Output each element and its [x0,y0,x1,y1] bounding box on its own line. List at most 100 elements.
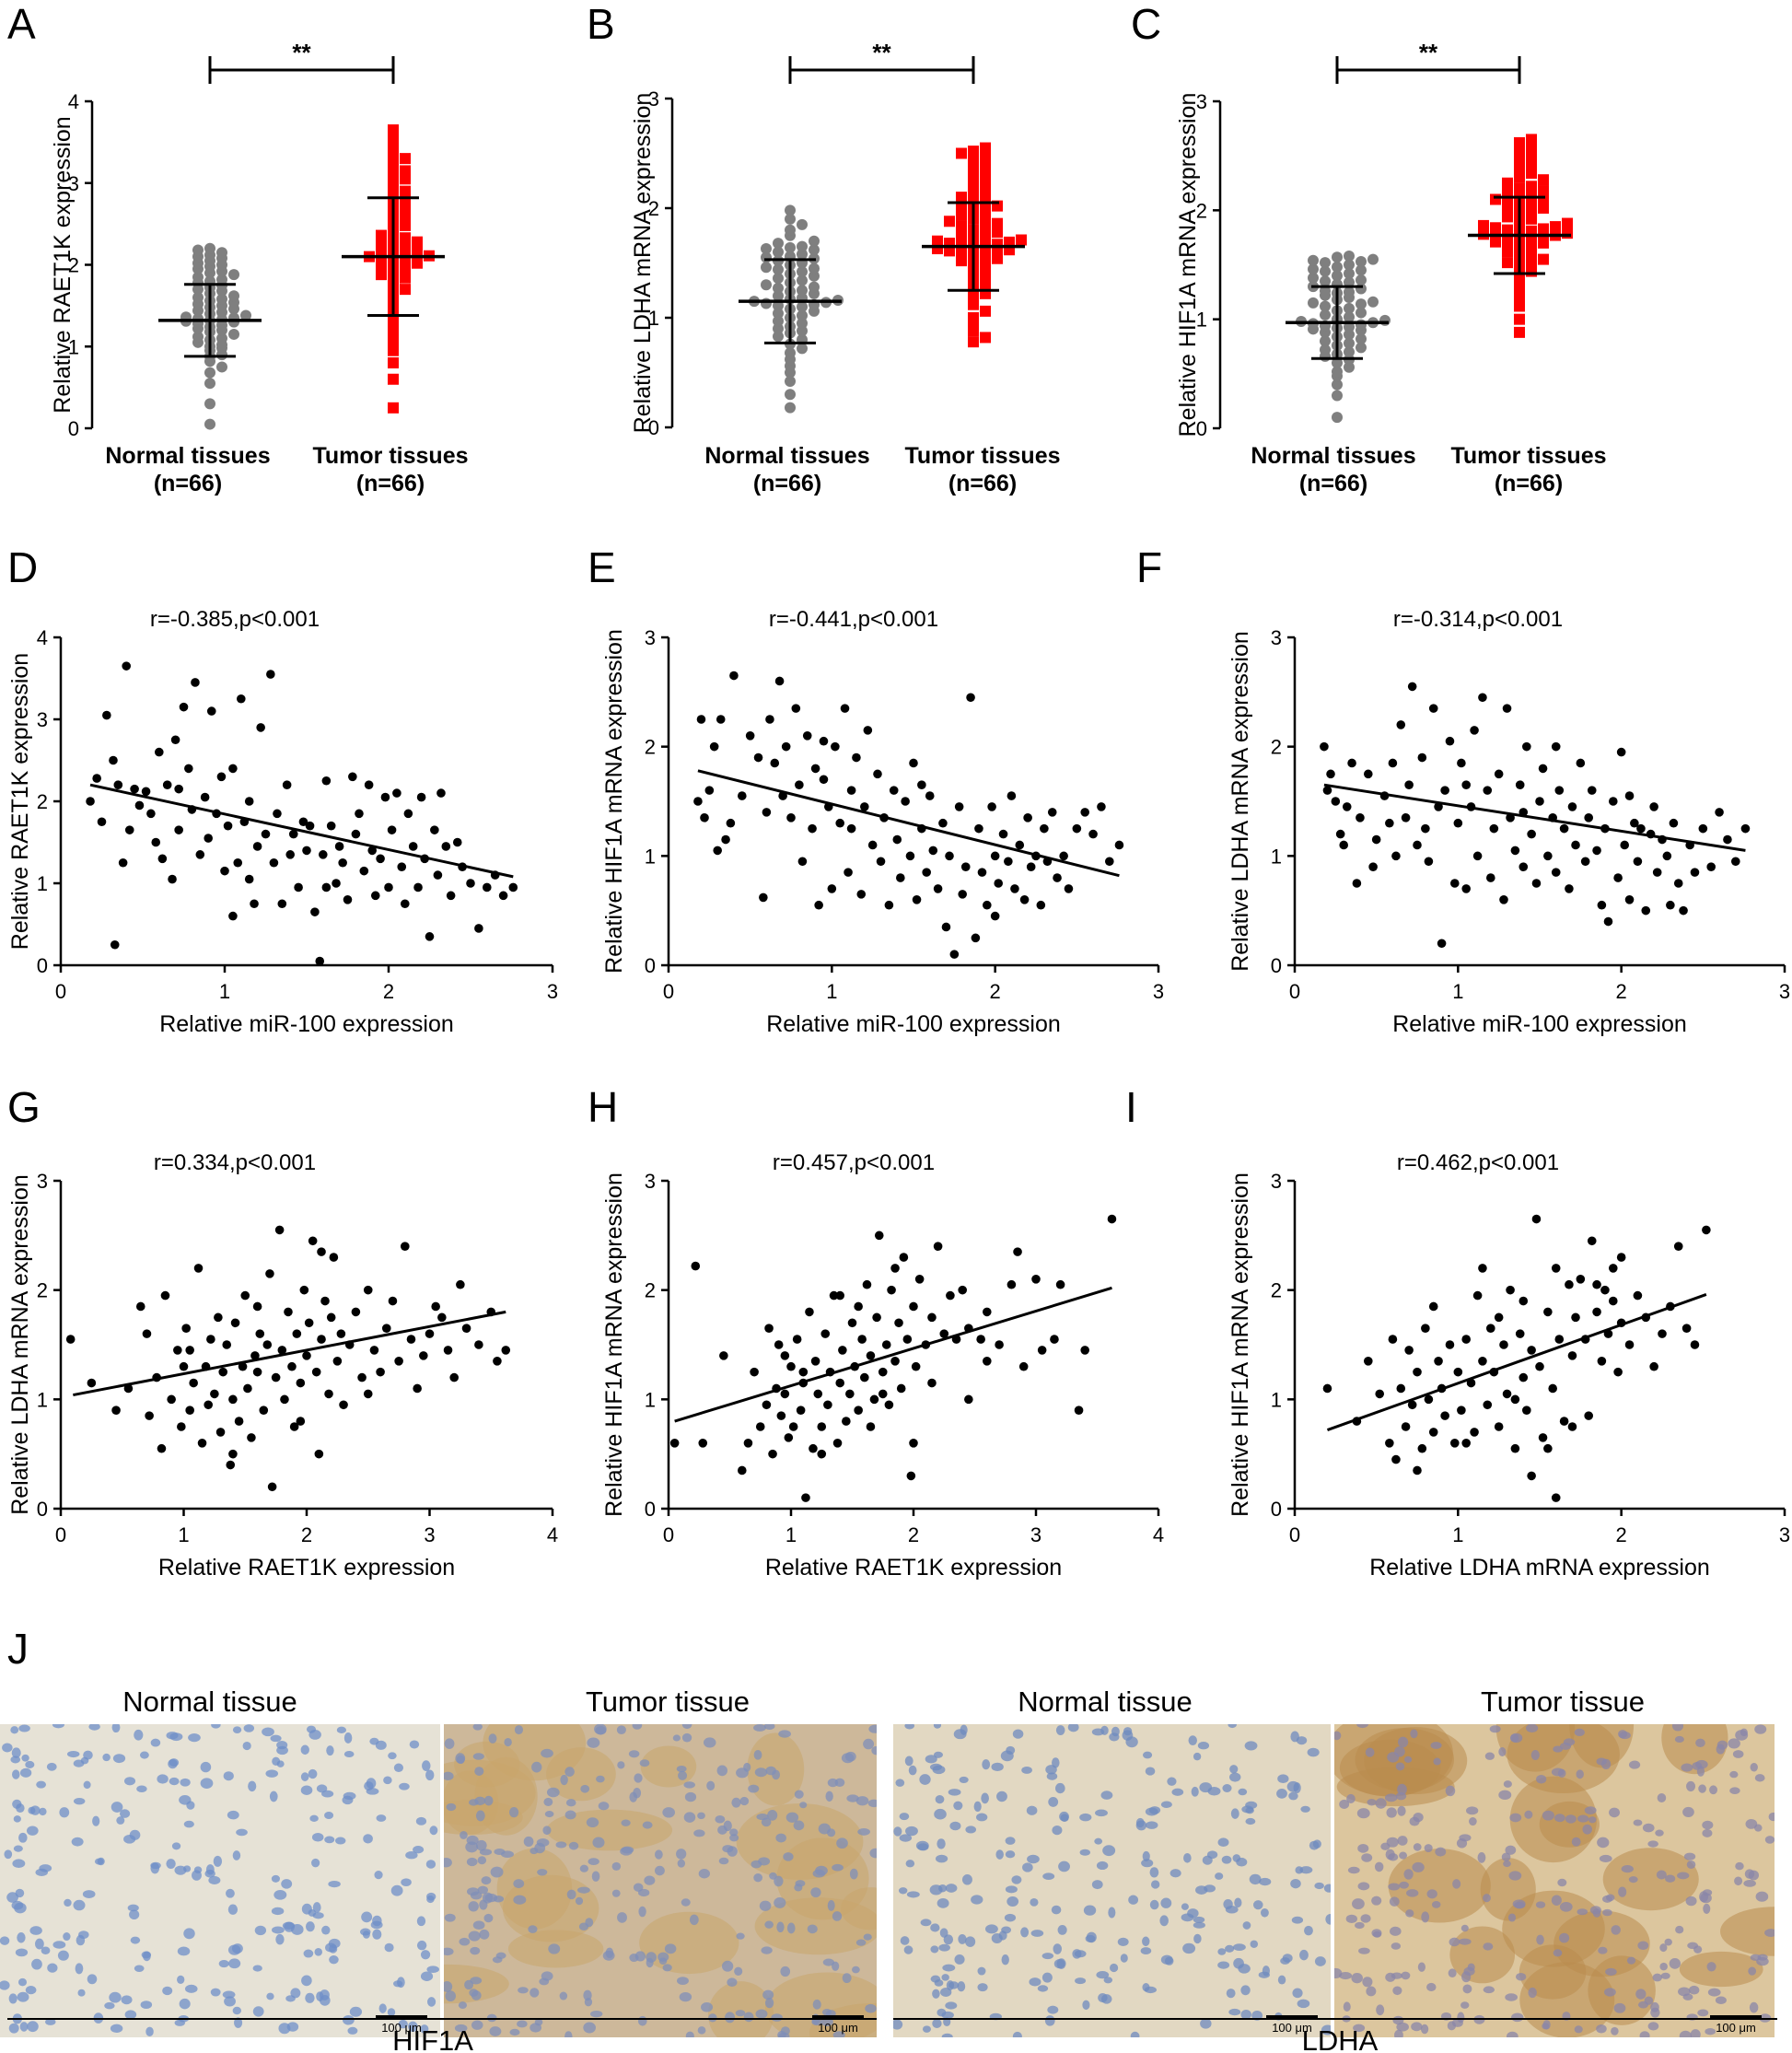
cell-nucleus [1516,1972,1527,1981]
cell-nucleus [767,1809,778,1821]
y-tick-label: 0 [1271,954,1282,977]
data-point [785,347,796,359]
data-point [1326,769,1335,779]
cell-nucleus [1142,1850,1150,1862]
data-point [1344,337,1355,349]
cell-nucleus [374,1871,383,1880]
data-point [1461,1335,1471,1344]
data-point [1490,193,1501,205]
cell-nucleus [162,1986,173,1996]
data-point [1519,1296,1529,1306]
data-point [872,1312,881,1323]
data-point [1527,1346,1536,1355]
data-point [773,246,784,258]
data-point [1356,342,1367,354]
data-point [854,1406,863,1415]
data-point [1535,1361,1544,1371]
cell-nucleus [1682,1806,1694,1817]
cell-nucleus [1584,1806,1597,1814]
data-point [896,1383,906,1394]
data-point [363,1285,373,1295]
data-point [797,325,808,337]
data-point [1666,900,1675,910]
data-point [1502,704,1512,713]
data-point [1592,1279,1601,1289]
data-point [1514,171,1525,183]
y-tick-label: 3 [1271,626,1282,649]
cell-nucleus [488,1733,497,1744]
ihc-image: 100 μm [0,1724,440,2037]
cell-nucleus [836,1837,848,1849]
data-point [1413,1465,1422,1476]
data-point [709,741,719,752]
cell-nucleus [1225,1944,1235,1953]
cell-nucleus [59,1807,70,1818]
cell-nucleus [591,1871,600,1882]
data-point [1690,868,1700,877]
data-point [452,837,462,847]
cell-nucleus [420,1971,434,1981]
data-point [922,868,931,877]
data-point [829,1290,839,1301]
data-point [1320,265,1331,277]
cell-nucleus [1299,1949,1309,1961]
y-tick-label: 1 [68,335,79,358]
significance-label: ** [292,39,311,66]
cell-nucleus [930,1923,940,1932]
cell-nucleus [1729,1770,1739,1779]
data-point [796,1406,806,1415]
cell-nucleus [1675,1925,1684,1934]
stained-region [1569,1724,1635,1768]
data-point [1396,720,1406,729]
cell-nucleus [786,1922,796,1934]
cell-nucleus [364,1781,374,1791]
y-axis-label: Relative HIF1A mRNA expression [601,1172,627,1517]
data-point [1613,873,1623,882]
data-point [713,846,722,856]
cell-nucleus [1188,1735,1197,1746]
cell-nucleus [1351,1973,1363,1984]
data-point [1015,840,1025,850]
data-point [425,932,435,941]
cell-nucleus [1685,1896,1697,1907]
data-point [1483,786,1493,795]
cell-nucleus [205,1864,215,1875]
cell-nucleus [807,1924,818,1934]
cell-nucleus [575,1896,584,1906]
cell-nucleus [736,1767,749,1779]
data-point [1320,275,1331,287]
cell-nucleus [1390,1926,1402,1936]
cell-nucleus [328,1880,341,1888]
cell-nucleus [45,2018,56,2025]
data-point [797,218,808,230]
cell-nucleus [1108,1907,1116,1919]
data-point [983,900,992,910]
regression-line [73,1310,506,1397]
cell-nucleus [1509,1813,1522,1823]
cell-nucleus [1048,1797,1059,1807]
cell-nucleus [799,1802,808,1809]
cell-nucleus [13,1815,21,1823]
cell-nucleus [127,1904,139,1912]
cell-nucleus [1611,2026,1619,2036]
data-point [860,802,869,811]
cell-nucleus [958,1933,967,1944]
cell-nucleus [605,1947,614,1959]
x-tick-label: 2 [383,980,394,1003]
data-point [1620,840,1630,850]
data-point [716,715,726,724]
cell-nucleus [1334,1731,1342,1741]
cell-nucleus [1362,1977,1373,1988]
cell-nucleus [1244,1741,1258,1751]
cell-nucleus [922,2025,931,2033]
cell-nucleus [166,1732,179,1740]
cell-nucleus [1460,2001,1470,2009]
cell-texture [444,1724,877,2037]
data-point [1407,1400,1417,1410]
cell-nucleus [1420,2024,1429,2035]
x-tick-label: 1 [785,1523,797,1546]
cell-nucleus [1260,1907,1269,1918]
data-point [1356,274,1367,286]
cell-nucleus [179,1795,192,1805]
cell-nucleus [276,1760,285,1767]
